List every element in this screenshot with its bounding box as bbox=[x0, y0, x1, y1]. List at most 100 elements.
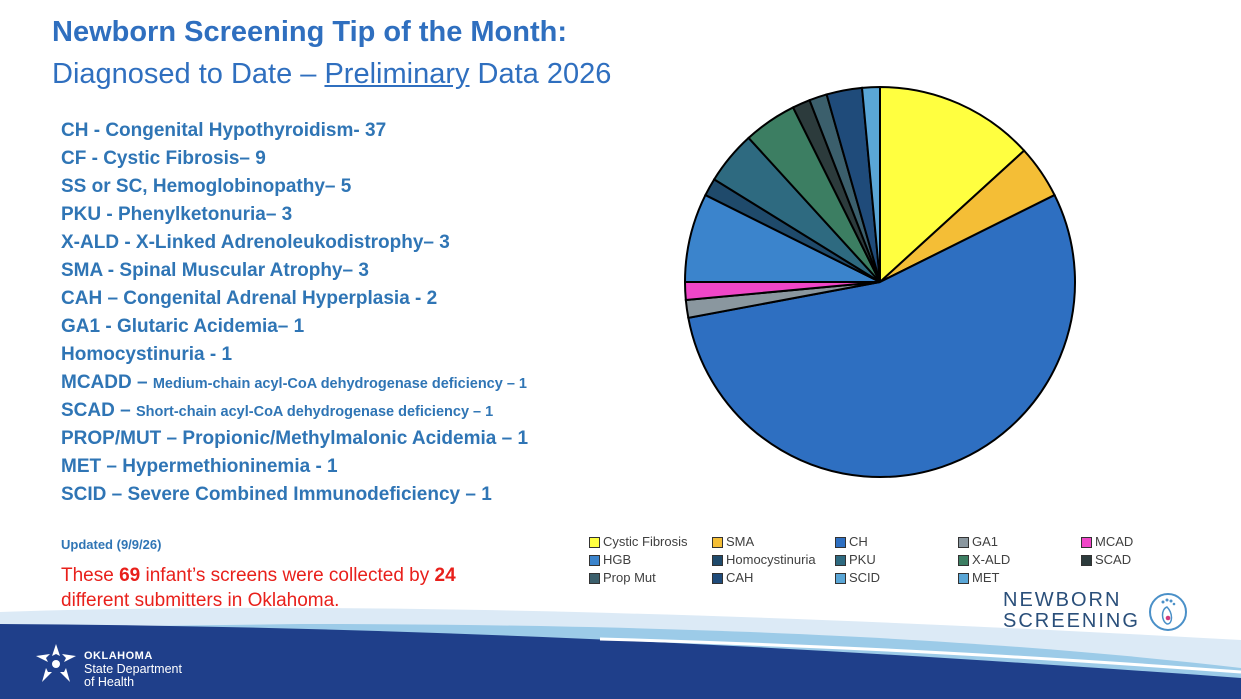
legend-label: MCAD bbox=[1095, 534, 1134, 549]
legend-item: GA1 bbox=[958, 533, 1081, 551]
legend-label: HGB bbox=[603, 552, 632, 567]
legend-label: SMA bbox=[726, 534, 755, 549]
condition-item: MCADD – Medium-chain acyl-CoA dehydrogen… bbox=[61, 370, 528, 398]
summary-part: infant’s screens were collected by bbox=[140, 565, 435, 586]
legend-label: Prop Mut bbox=[603, 570, 656, 585]
agency-line1: OKLAHOMA bbox=[84, 650, 153, 662]
subtitle-underlined: Preliminary bbox=[324, 58, 470, 90]
condition-item: MET – Hypermethioninemia - 1 bbox=[61, 454, 528, 482]
legend-label: X-ALD bbox=[972, 552, 1011, 567]
legend-item: SCAD bbox=[1081, 551, 1204, 569]
condition-item: SS or SC, Hemoglobinopathy– 5 bbox=[61, 174, 528, 202]
submitter-count: 24 bbox=[434, 565, 456, 586]
legend-swatch bbox=[712, 572, 723, 584]
condition-name: MCADD – bbox=[61, 372, 153, 393]
condition-name: PROP/MUT – Propionic/Methylmalonic Acide… bbox=[61, 428, 529, 449]
legend-swatch bbox=[1081, 554, 1092, 566]
summary-part: These bbox=[61, 565, 120, 586]
summary-text: These 69 infant’s screens were collected… bbox=[61, 563, 456, 613]
condition-name: X-ALD - X-Linked Adrenoleukodistrophy– 3 bbox=[61, 232, 450, 253]
legend-swatch bbox=[712, 554, 723, 566]
condition-detail: Medium-chain acyl-CoA dehydrogenase defi… bbox=[152, 376, 527, 392]
footer-waves bbox=[0, 607, 1241, 699]
condition-item: GA1 - Glutaric Acidemia– 1 bbox=[61, 314, 528, 342]
condition-item: CH - Congenital Hypothyroidism- 37 bbox=[61, 118, 528, 146]
legend-label: CH bbox=[849, 534, 868, 549]
agency-line3: of Health bbox=[84, 675, 135, 689]
legend-swatch bbox=[712, 536, 723, 548]
condition-name: SCAD – bbox=[61, 400, 136, 421]
legend-item: SCID bbox=[835, 569, 958, 587]
condition-name: SMA - Spinal Muscular Atrophy– 3 bbox=[61, 260, 369, 281]
legend-swatch bbox=[589, 536, 600, 548]
legend-item: HGB bbox=[589, 551, 712, 569]
condition-detail: Short-chain acyl-CoA dehydrogenase defic… bbox=[135, 404, 494, 420]
legend-item: PKU bbox=[835, 551, 958, 569]
footprint-icon bbox=[1149, 593, 1187, 631]
legend-swatch bbox=[958, 536, 969, 548]
legend-item: SMA bbox=[712, 533, 835, 551]
condition-item: SMA - Spinal Muscular Atrophy– 3 bbox=[61, 258, 528, 286]
legend-label: PKU bbox=[849, 552, 876, 567]
legend-item: X-ALD bbox=[958, 551, 1081, 569]
subtitle-text: Diagnosed to Date – bbox=[52, 58, 325, 90]
legend-item: Cystic Fibrosis bbox=[589, 533, 712, 551]
legend-swatch bbox=[958, 554, 969, 566]
condition-name: CF - Cystic Fibrosis– 9 bbox=[61, 148, 266, 169]
condition-list: CH - Congenital Hypothyroidism- 37 CF - C… bbox=[61, 118, 528, 510]
pie-slice-ch bbox=[687, 193, 1076, 478]
chart-legend: Cystic Fibrosis SMA CH GA1 MCAD HGB Homocystin… bbox=[589, 533, 1209, 587]
condition-name: GA1 - Glutaric Acidemia– 1 bbox=[61, 316, 305, 337]
condition-item: SCID – Severe Combined Immunodeficiency … bbox=[61, 482, 528, 510]
legend-item: MET bbox=[958, 569, 1081, 587]
condition-name: SS or SC, Hemoglobinopathy– 5 bbox=[61, 176, 352, 197]
condition-name: CAH – Congenital Adrenal Hyperplasia - 2 bbox=[61, 288, 438, 309]
updated-date: Updated (9/9/26) bbox=[61, 537, 162, 552]
slide-title: Newborn Screening Tip of the Month: bbox=[52, 16, 568, 48]
legend-label: CAH bbox=[726, 570, 754, 585]
condition-item: CF - Cystic Fibrosis– 9 bbox=[61, 146, 528, 174]
legend-item: MCAD bbox=[1081, 533, 1204, 551]
legend-swatch bbox=[835, 554, 846, 566]
newborn-screening-logo: NEWBORN SCREENING bbox=[1003, 590, 1140, 632]
condition-item: SCAD – Short-chain acyl-CoA dehydrogenas… bbox=[61, 398, 528, 426]
condition-item: X-ALD - X-Linked Adrenoleukodistrophy– 3 bbox=[61, 230, 528, 258]
condition-item: Homocystinuria - 1 bbox=[61, 342, 528, 370]
pie-chart bbox=[683, 85, 1076, 478]
agency-name: OKLAHOMA State Department of Health bbox=[84, 650, 182, 689]
logo-line2: SCREENING bbox=[1003, 610, 1140, 632]
legend-label: SCID bbox=[849, 570, 881, 585]
legend-swatch bbox=[835, 536, 846, 548]
agency-line2: State Department bbox=[84, 662, 182, 676]
condition-item: PKU - Phenylketonuria– 3 bbox=[61, 202, 528, 230]
legend-item: CH bbox=[835, 533, 958, 551]
logo-line1: NEWBORN bbox=[1003, 589, 1122, 611]
legend-label: SCAD bbox=[1095, 552, 1132, 567]
pie-slice-cystic-fibrosis bbox=[879, 85, 1026, 285]
condition-name: PKU - Phenylketonuria– 3 bbox=[61, 204, 293, 225]
summary-part: different submitters in Oklahoma. bbox=[61, 590, 340, 611]
legend-label: GA1 bbox=[972, 534, 999, 549]
legend-item: Homocystinuria bbox=[712, 551, 835, 569]
subtitle-text-end: Data 2026 bbox=[469, 58, 612, 90]
condition-name: Homocystinuria - 1 bbox=[61, 344, 233, 365]
infant-count: 69 bbox=[119, 565, 141, 586]
condition-item: PROP/MUT – Propionic/Methylmalonic Acide… bbox=[61, 426, 528, 454]
legend-item: Prop Mut bbox=[589, 569, 712, 587]
slide-subtitle: Diagnosed to Date – Preliminary Data 202… bbox=[52, 58, 611, 91]
condition-name: SCID – Severe Combined Immunodeficiency … bbox=[61, 484, 492, 505]
condition-name: CH - Congenital Hypothyroidism- 37 bbox=[61, 120, 387, 141]
condition-item: CAH – Congenital Adrenal Hyperplasia - 2 bbox=[61, 286, 528, 314]
legend-item: CAH bbox=[712, 569, 835, 587]
oklahoma-state-logo-icon bbox=[36, 644, 76, 682]
legend-swatch bbox=[589, 554, 600, 566]
legend-label: MET bbox=[972, 570, 1000, 585]
pie-slice-scid bbox=[860, 85, 881, 283]
legend-swatch bbox=[958, 572, 969, 584]
legend-swatch bbox=[835, 572, 846, 584]
legend-swatch bbox=[589, 572, 600, 584]
legend-label: Cystic Fibrosis bbox=[603, 534, 688, 549]
legend-swatch bbox=[1081, 536, 1092, 548]
condition-name: MET – Hypermethioninemia - 1 bbox=[61, 456, 338, 477]
legend-label: Homocystinuria bbox=[726, 552, 816, 567]
